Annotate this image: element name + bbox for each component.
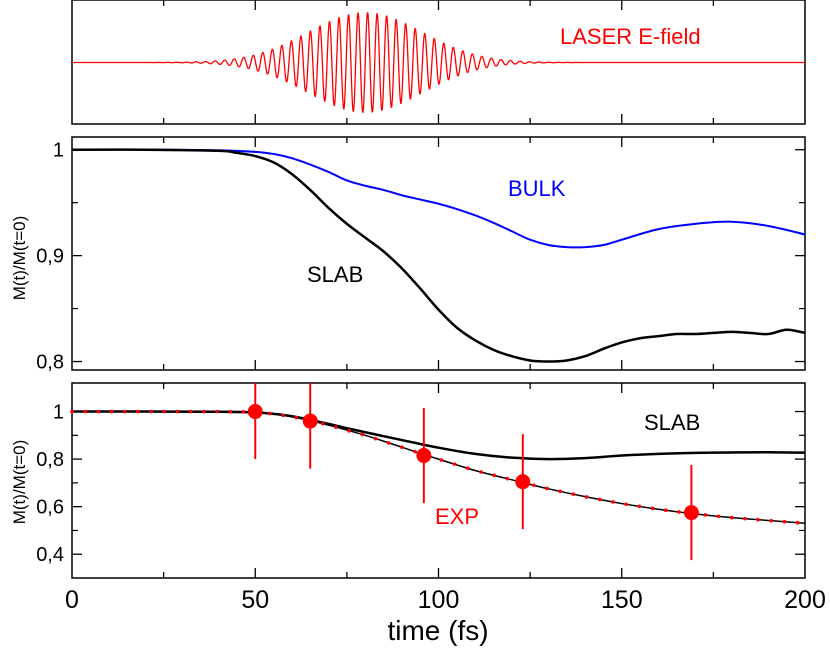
exp-fit-marker — [347, 429, 351, 433]
exp-fit-marker — [756, 517, 760, 522]
laser-panel-ticks — [162, 0, 715, 124]
exp-fit-marker — [571, 492, 576, 496]
exp-fit-marker — [281, 413, 285, 418]
y-tick-label: 0,9 — [36, 246, 64, 268]
exp-fit-marker — [360, 432, 365, 437]
exp-fit-marker — [334, 425, 338, 429]
exp-fit-marker — [386, 441, 391, 445]
exp-fit-line — [71, 410, 806, 525]
exp-fit-marker — [175, 409, 180, 414]
exp-fit-marker — [202, 409, 206, 414]
x-tick-label: 150 — [601, 586, 643, 614]
exp-fit-marker — [109, 409, 114, 414]
exp-fit-marker — [479, 470, 483, 474]
exp-point — [515, 474, 531, 490]
y-tick-label: 0,8 — [36, 449, 64, 471]
exp-fit-marker — [584, 495, 589, 499]
exp-fit-marker — [320, 421, 325, 426]
slab-line — [71, 148, 806, 363]
exp-fit-marker — [545, 486, 549, 491]
x-axis-title: time (fs) — [387, 615, 488, 646]
exp-fit-marker — [663, 508, 668, 513]
x-tick-label: 0 — [65, 586, 79, 614]
y-tick-label: 0,8 — [36, 352, 64, 374]
x-tick-label: 100 — [418, 586, 460, 614]
exp-fit-marker — [492, 473, 497, 478]
exp-point — [302, 413, 318, 429]
exp-fit-marker — [611, 500, 615, 504]
experiment-panel-y-axis-title: M(t)/M(t=0) — [10, 440, 29, 525]
magnetization-panel-y-axis-title: M(t)/M(t=0) — [10, 216, 29, 301]
slab-label-bottom: SLAB — [644, 410, 700, 435]
exp-fit-marker — [505, 476, 510, 481]
bulk-line — [71, 148, 806, 249]
exp-fit-marker — [215, 409, 219, 414]
exp-fit-marker — [136, 409, 140, 414]
exp-fit-marker — [149, 409, 153, 414]
experiment-panel-ticks: 0,4 0,6 0,8 1 0 50 100 150 200 — [36, 383, 826, 614]
exp-fit-marker — [677, 510, 681, 514]
exp-points — [247, 383, 699, 561]
exp-fit-marker — [294, 415, 299, 420]
exp-fit-marker — [703, 513, 708, 517]
exp-fit-marker — [439, 458, 444, 462]
experiment-panel: 0,4 0,6 0,8 1 0 50 100 150 200 SLAB EXP M(t)/M(t… — [10, 382, 826, 614]
magnetization-panel: 0,8 0,9 1 BULK SLAB M(t)/M(t=0) — [10, 136, 806, 374]
exp-fit-marker — [637, 504, 642, 509]
exp-point — [247, 404, 263, 420]
y-tick-label: 1 — [53, 140, 64, 162]
exp-fit-marker — [650, 506, 655, 511]
exp-fit-marker — [162, 409, 167, 414]
exp-fit-marker — [268, 411, 272, 416]
magnetization-panel-ticks: 0,8 0,9 1 — [36, 137, 805, 374]
exp-fit-marker — [716, 514, 721, 519]
exp-fit-marker — [743, 516, 747, 521]
exp-fit-marker — [597, 497, 602, 502]
exp-fit-marker — [241, 410, 246, 414]
exp-point — [416, 448, 432, 464]
laser-field-label: LASER E-field — [560, 24, 701, 49]
exp-label: EXP — [435, 504, 479, 529]
exp-fit-marker — [188, 409, 193, 414]
exp-fit-markers — [70, 409, 800, 525]
laser-panel: LASER E-field — [71, 0, 806, 125]
exp-fit-marker — [83, 409, 87, 414]
exp-fit-marker — [96, 409, 101, 414]
exp-fit-marker — [795, 520, 800, 525]
exp-fit-marker — [452, 462, 457, 466]
exp-fit-marker — [413, 449, 417, 454]
x-tick-label: 200 — [784, 586, 826, 614]
exp-fit-marker — [400, 445, 404, 450]
exp-fit-marker — [228, 409, 233, 414]
exp-fit-marker — [624, 502, 628, 507]
exp-point — [683, 505, 699, 521]
laser-field-line — [72, 12, 805, 113]
exp-fit-marker — [729, 515, 734, 520]
bulk-label: BULK — [508, 176, 566, 201]
exp-fit-marker — [558, 489, 562, 494]
exp-fit-marker — [769, 518, 774, 523]
exp-fit-marker — [466, 466, 470, 471]
exp-fit-marker — [70, 409, 74, 414]
exp-fit-marker — [373, 436, 378, 441]
exp-fit-marker — [782, 519, 787, 524]
exp-fit-marker — [122, 409, 127, 414]
x-tick-label: 50 — [241, 586, 269, 614]
y-tick-label: 0,6 — [36, 497, 64, 519]
y-tick-label: 0,4 — [36, 544, 64, 566]
y-tick-label: 1 — [53, 402, 64, 424]
exp-fit-marker — [531, 483, 536, 488]
slab-label: SLAB — [307, 262, 363, 287]
